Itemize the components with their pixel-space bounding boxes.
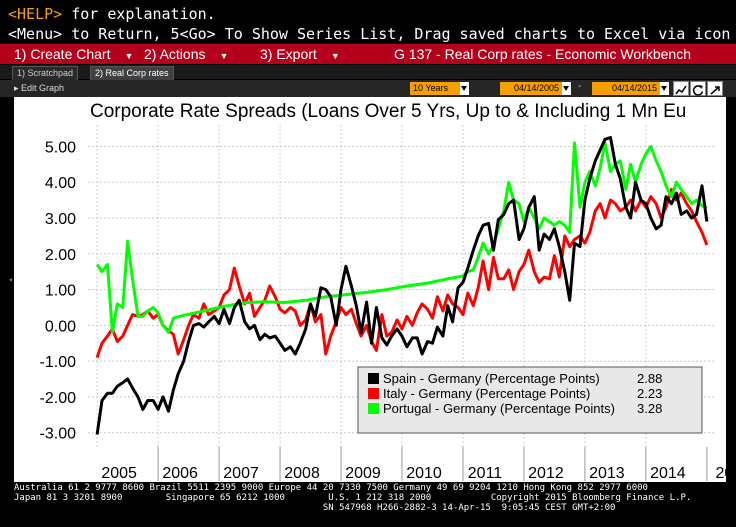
- x-tick-label: 2008: [284, 465, 320, 482]
- end-date-input[interactable]: 04/14/2015: [592, 82, 660, 95]
- instruction-line: <Menu> to Return, 5<Go> To Show Series L…: [8, 25, 731, 43]
- line-chart-icon: [675, 85, 687, 95]
- export-menu[interactable]: 3) Export ▼: [260, 44, 340, 64]
- x-tick-label: 2009: [345, 465, 381, 482]
- date-separator: -: [578, 81, 582, 92]
- create-chart-label: 1) Create Chart: [14, 46, 111, 62]
- tab-bar: 1) Scratchpad 2) Real Corp rates: [0, 65, 736, 80]
- start-date-dropdown-icon[interactable]: [562, 82, 571, 95]
- legend-items: Spain - Germany (Percentage Points) 2.88 I…: [368, 371, 662, 416]
- y-tick-label: 0.00: [45, 318, 76, 335]
- y-tick-label: 3.00: [45, 211, 76, 228]
- legend-last-value: 2.23: [637, 386, 662, 401]
- tab-scratchpad[interactable]: 1) Scratchpad: [12, 66, 79, 80]
- dropdown-arrow-icon: ▼: [330, 51, 340, 61]
- tab-real-corp-rates[interactable]: 2) Real Corp rates: [90, 66, 174, 80]
- chart-icon-button[interactable]: [673, 81, 689, 96]
- x-tick-label: 2012: [528, 465, 564, 482]
- y-tick-label: 2.00: [45, 247, 76, 264]
- actions-menu[interactable]: 2) Actions ▼: [144, 44, 228, 64]
- series-line-2[interactable]: [95, 141, 708, 334]
- chart-toolbar: ▸ Edit Graph 10 Years 04/14/2005 - 04/14…: [0, 80, 736, 97]
- export-label: 3) Export: [260, 46, 317, 62]
- dropdown-arrow-icon: ▼: [219, 51, 229, 61]
- legend-box: [357, 366, 703, 434]
- x-tick-label: 2007: [223, 465, 259, 482]
- range-select[interactable]: 10 Years: [410, 82, 460, 95]
- refresh-icon: [692, 85, 704, 96]
- legend-last-value: 3.28: [637, 401, 662, 416]
- x-axis-ticks: 2005 2006 2007 2008 2009 2010 2011 2012 2013 2014…: [101, 447, 736, 482]
- legend[interactable]: Spain - Germany (Percentage Points) 2.88 I…: [357, 366, 703, 434]
- export-excel-button[interactable]: [707, 81, 723, 96]
- edit-graph-label: Edit Graph: [21, 83, 65, 93]
- x-tick-label: 2006: [162, 465, 198, 482]
- series-line-0[interactable]: [95, 136, 709, 435]
- start-date-input[interactable]: 04/14/2005: [500, 82, 562, 95]
- legend-swatch: [368, 403, 379, 414]
- dropdown-arrow-icon: ▼: [124, 51, 134, 61]
- x-tick-label: 2014: [650, 465, 686, 482]
- chart-title: Corporate Rate Spreads (Loans Over 5 Yrs…: [90, 101, 686, 122]
- actions-label: 2) Actions: [144, 46, 206, 62]
- y-axis-ticks: 5.00 4.00 3.00 2.00 1.00 0.00 -1.00 -2.00 -3.00: [40, 139, 77, 442]
- x-tick-label: 2011: [468, 465, 503, 482]
- help-text: for explanation.: [62, 5, 216, 23]
- y-tick-label: -1.00: [40, 354, 77, 371]
- chart: Corporate Rate Spreads (Loans Over 5 Yrs…: [14, 97, 736, 482]
- x-tick-label: 201: [716, 465, 736, 482]
- menu-bar: 1) Create Chart ▼ 2) Actions ▼ 3) Export ▼ …: [0, 44, 736, 64]
- export-icon: [710, 86, 720, 95]
- x-tick-label: 2013: [589, 465, 625, 482]
- footer-session-line: SN 547968 H266-2882-3 14-Apr-15 9:05:45 …: [14, 503, 616, 513]
- y-tick-label: 5.00: [45, 139, 76, 156]
- create-chart-menu[interactable]: 1) Create Chart ▼: [14, 44, 133, 64]
- legend-label: Italy - Germany (Percentage Points): [383, 386, 590, 401]
- y-tick-label: 4.00: [45, 175, 76, 192]
- legend-label: Spain - Germany (Percentage Points): [383, 371, 600, 386]
- series-line-1[interactable]: [95, 187, 709, 359]
- horizontal-gridlines: [88, 145, 716, 434]
- y-tick-label: -2.00: [40, 390, 77, 407]
- y-tick-label: 1.00: [45, 283, 76, 300]
- footer-phone-line-1: Australia 61 2 9777 8600 Brazil 5511 239…: [14, 483, 648, 493]
- x-tick-label: 2005: [101, 465, 137, 482]
- refresh-button[interactable]: [690, 81, 706, 96]
- series-lines: [95, 136, 709, 435]
- footer: Australia 61 2 9777 8600 Brazil 5511 239…: [0, 482, 736, 527]
- legend-last-value: 2.88: [637, 371, 662, 386]
- end-date-dropdown-icon[interactable]: [660, 82, 669, 95]
- edit-graph-arrow-icon: ▸: [14, 83, 22, 93]
- legend-label: Portugal - Germany (Percentage Points): [383, 401, 615, 416]
- range-dropdown-icon[interactable]: [460, 82, 469, 95]
- workbench-title: G 137 - Real Corp rates - Economic Workb…: [394, 46, 691, 62]
- edit-graph-button[interactable]: ▸ Edit Graph: [14, 82, 64, 95]
- legend-swatch: [368, 388, 379, 399]
- footer-phone-line-2: Japan 81 3 3201 8900 Singapore 65 6212 1…: [14, 493, 692, 503]
- help-key[interactable]: <HELP>: [8, 5, 63, 23]
- y-tick-label: -3.00: [40, 426, 77, 443]
- legend-swatch: [368, 373, 379, 384]
- help-line: <HELP> for explanation.: [8, 4, 736, 24]
- x-tick-label: 2010: [406, 465, 442, 482]
- side-collapse-icon[interactable]: ◂: [8, 275, 13, 284]
